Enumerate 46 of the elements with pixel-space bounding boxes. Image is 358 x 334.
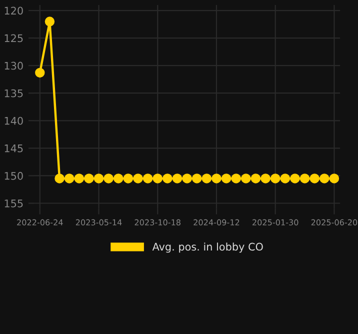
y-tick-label: 155 xyxy=(4,200,23,208)
point xyxy=(123,174,134,184)
x-tick-label: 2022-06-24 xyxy=(17,219,63,226)
point xyxy=(192,174,202,184)
point xyxy=(310,174,320,184)
point xyxy=(231,174,241,184)
point xyxy=(133,174,143,184)
point xyxy=(221,174,232,184)
point xyxy=(329,174,340,184)
point xyxy=(182,174,192,184)
point xyxy=(172,174,182,184)
point xyxy=(142,174,153,184)
point xyxy=(250,174,261,184)
legend-label: Avg. pos. in lobby CO xyxy=(152,242,263,253)
x-tick-label: 2025-01-30 xyxy=(252,219,298,226)
y-tick-label: 130 xyxy=(4,62,23,70)
point xyxy=(74,174,84,184)
y-tick-label: 150 xyxy=(4,172,23,180)
y-tick-label: 140 xyxy=(4,116,23,125)
point xyxy=(241,174,251,184)
point xyxy=(202,174,212,184)
point xyxy=(64,174,74,184)
point xyxy=(84,174,94,184)
point xyxy=(270,174,280,184)
point xyxy=(104,174,114,184)
x-tick-label: 2023-05-14 xyxy=(76,219,122,226)
x-tick-label: 2025-06-20 xyxy=(311,219,358,226)
point xyxy=(280,174,290,184)
point xyxy=(152,174,162,184)
point xyxy=(260,174,270,184)
point xyxy=(35,68,45,78)
y-tick-label: 125 xyxy=(4,34,23,42)
point xyxy=(320,174,330,184)
x-tick-label: 2024-09-12 xyxy=(194,219,240,226)
y-tick-label: 145 xyxy=(4,144,23,152)
point xyxy=(290,174,300,184)
y-tick-label: 120 xyxy=(4,6,23,15)
point xyxy=(212,174,222,184)
point xyxy=(54,174,64,184)
x-tick-label: 2023-10-18 xyxy=(134,219,180,226)
point xyxy=(94,174,104,184)
point xyxy=(162,174,172,184)
y-tick-label: 135 xyxy=(4,89,23,98)
point xyxy=(300,174,310,184)
point xyxy=(114,174,124,184)
point xyxy=(44,16,55,26)
